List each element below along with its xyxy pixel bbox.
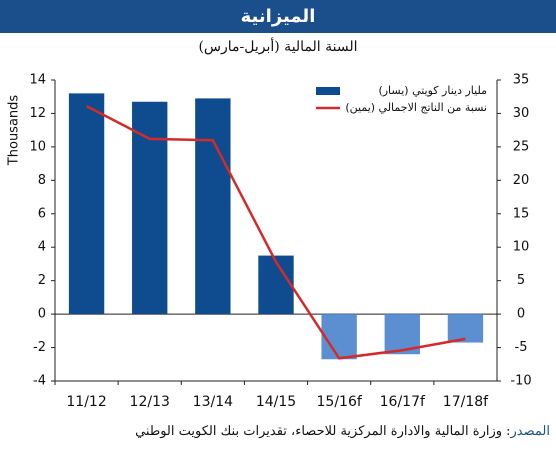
bar [132,101,168,315]
bar [195,98,231,315]
y2-tick-label: -10 [510,374,531,389]
y-tick-label: 14 [29,73,46,88]
y-tick-label: 4 [38,240,46,255]
y2-tick-label: 35 [513,73,530,88]
y-tick-label: 6 [38,206,46,221]
bar [258,255,294,315]
bar [447,314,484,343]
y2-tick-label: 30 [513,106,530,121]
y-tick-label: -2 [33,340,46,355]
chart: الميزانية السنة المالية (أبريل-مارس) Tho… [0,0,556,410]
y2-tick-label: 15 [513,206,530,221]
header-band [0,0,556,33]
x-tick-label: 17/18f [443,394,489,410]
y2-tick-label: 25 [513,139,530,154]
source: المصدر: وزارة المالية والادارة المركزية … [0,424,550,439]
x-tick-label: 13/14 [193,394,233,410]
legend-swatch [316,87,340,95]
y-tick-label: 2 [38,273,46,288]
x-tick-label: 11/12 [66,394,106,410]
y2-tick-label: 0 [517,307,525,322]
x-tick-label: 16/17f [380,394,426,410]
y2-tick-label: 10 [513,240,530,255]
y-tick-label: 10 [29,139,46,154]
y-axis-label: Thousands [7,95,22,167]
line [85,104,466,360]
y2-tick-label: 5 [517,273,525,288]
y2-tick-label: -5 [515,340,528,355]
y-tick-label: 12 [29,106,46,121]
y-tick-label: 0 [38,307,46,322]
y-tick-label: 8 [38,173,46,188]
y2-tick-label: 20 [513,173,530,188]
source-text: : وزارة المالية والادارة المركزية للاحصا… [135,424,511,439]
chart-title: الميزانية [241,6,316,27]
bar [68,93,105,315]
legend-label: نسبة من الناتج الاجمالي (يمين) [345,101,487,114]
bar [321,314,357,360]
chart-subtitle: السنة المالية (أبريل-مارس) [198,36,357,55]
x-tick-label: 15/16f [317,394,363,410]
x-tick-label: 12/13 [130,394,170,410]
x-tick-label: 14/15 [256,394,296,410]
y-tick-label: -4 [33,374,46,389]
legend-label: مليار دينار كويتي (يسار) [378,84,487,97]
source-label: المصدر [510,424,550,439]
